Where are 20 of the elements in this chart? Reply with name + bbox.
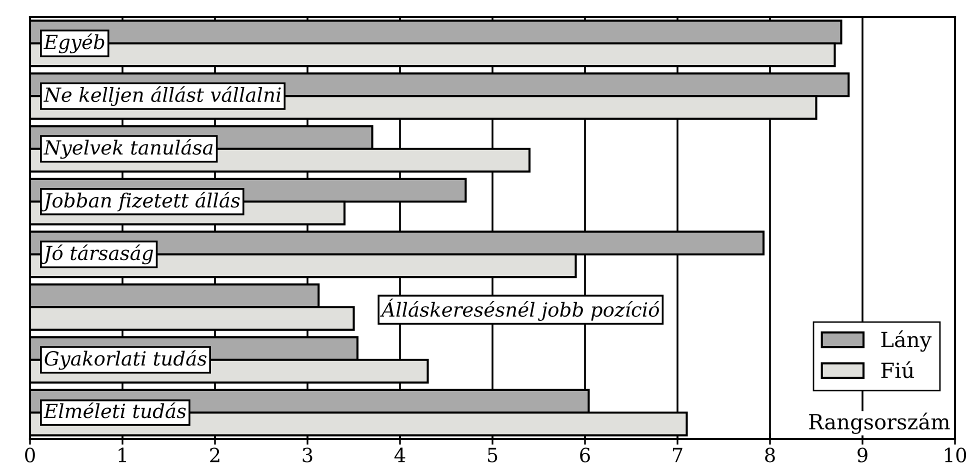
x-tick-label: 9: [858, 448, 868, 462]
x-tick-label: 0: [25, 448, 35, 462]
x-tick-label: 3: [302, 448, 312, 462]
x-tick-label: 2: [210, 448, 220, 462]
x-tick-label: 8: [765, 448, 775, 462]
x-tick-label: 4: [394, 448, 406, 462]
x-tick-label: 5: [488, 448, 498, 462]
y-tick-label: Nyelvek tanulása: [43, 138, 213, 159]
x-tick-label: 7: [672, 448, 682, 462]
x-tick-label: 6: [580, 448, 590, 462]
legend-label: Fiú: [881, 361, 914, 378]
y-tick-label: Ne kelljen állást vállalni: [43, 86, 281, 106]
x-tick-label: 10: [945, 448, 966, 462]
x-tick-label: 1: [118, 448, 126, 462]
legend-label: Lány: [881, 330, 932, 352]
y-tick-label: Álláskeresésnél jobb pozíció: [380, 298, 660, 321]
y-tick-label: Gyakorlati tudás: [44, 350, 206, 370]
x-axis-title: Rangsorszám: [809, 412, 950, 434]
y-tick-label: Elméleti tudás: [44, 402, 186, 418]
y-tick-label: Egyéb: [44, 33, 104, 54]
